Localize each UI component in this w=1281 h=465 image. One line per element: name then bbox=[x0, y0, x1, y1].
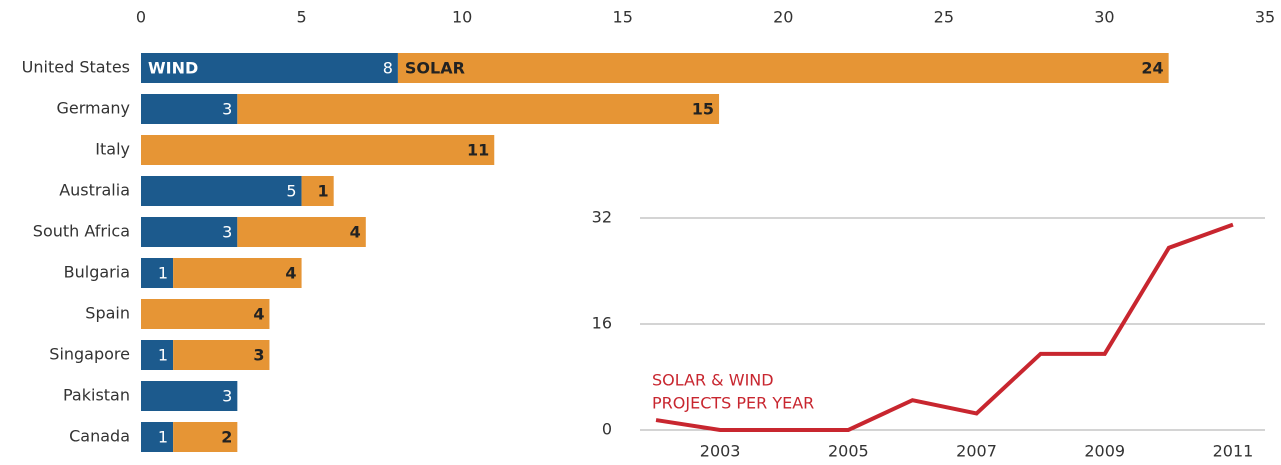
value-label: 1 bbox=[158, 264, 168, 283]
series-label: WIND bbox=[148, 59, 198, 78]
series-label: SOLAR bbox=[405, 59, 465, 78]
value-label: 15 bbox=[692, 100, 714, 119]
category-label: Pakistan bbox=[63, 386, 130, 405]
value-label: 4 bbox=[253, 305, 264, 324]
category-label: South Africa bbox=[33, 222, 130, 241]
bar-segment bbox=[141, 340, 174, 370]
value-label: 8 bbox=[383, 59, 393, 78]
value-label: 4 bbox=[350, 223, 361, 242]
x-tick-label: 10 bbox=[452, 8, 472, 27]
x-tick-label: 5 bbox=[296, 8, 306, 27]
bar-segment bbox=[237, 217, 366, 247]
bar-segment bbox=[397, 53, 1169, 83]
x-tick-label: 2005 bbox=[828, 442, 869, 461]
category-label: Singapore bbox=[49, 345, 130, 364]
bar-segment bbox=[141, 217, 238, 247]
category-label: Germany bbox=[56, 99, 130, 118]
x-tick-label: 35 bbox=[1255, 8, 1275, 27]
bar-segment bbox=[141, 135, 495, 165]
value-label: 3 bbox=[222, 223, 232, 242]
bar-segment bbox=[173, 258, 302, 288]
y-tick-label: 32 bbox=[592, 208, 612, 227]
category-label: Bulgaria bbox=[64, 263, 130, 282]
annotation: SOLAR & WIND bbox=[652, 371, 774, 390]
value-label: 1 bbox=[158, 428, 168, 447]
category-label: Canada bbox=[69, 427, 130, 446]
x-tick-label: 2011 bbox=[1213, 442, 1254, 461]
bar-segment bbox=[141, 422, 174, 452]
bar-segment bbox=[141, 94, 238, 124]
category-label: Italy bbox=[95, 140, 130, 159]
x-tick-label: 20 bbox=[773, 8, 793, 27]
value-label: 4 bbox=[285, 264, 296, 283]
bar-segment bbox=[301, 176, 334, 206]
bar-segment bbox=[173, 340, 270, 370]
value-label: 24 bbox=[1141, 59, 1163, 78]
x-tick-label: 2007 bbox=[956, 442, 997, 461]
category-label: Australia bbox=[59, 181, 130, 200]
bar-segment bbox=[141, 258, 174, 288]
category-label: United States bbox=[22, 58, 130, 77]
bar-segment bbox=[141, 53, 398, 83]
value-label: 3 bbox=[222, 100, 232, 119]
bar-segment bbox=[141, 381, 238, 411]
value-label: 3 bbox=[253, 346, 264, 365]
y-tick-label: 16 bbox=[592, 314, 612, 333]
x-tick-label: 2009 bbox=[1084, 442, 1125, 461]
value-label: 2 bbox=[221, 428, 232, 447]
bar-segment bbox=[173, 422, 238, 452]
x-tick-label: 15 bbox=[613, 8, 633, 27]
bar-segment bbox=[141, 176, 302, 206]
bar-segment bbox=[237, 94, 720, 124]
annotation: PROJECTS PER YEAR bbox=[652, 394, 814, 413]
value-label: 1 bbox=[158, 346, 168, 365]
x-tick-label: 30 bbox=[1094, 8, 1114, 27]
value-label: 1 bbox=[318, 182, 329, 201]
value-label: 3 bbox=[222, 387, 232, 406]
x-tick-label: 2003 bbox=[700, 442, 741, 461]
x-tick-label: 0 bbox=[136, 8, 146, 27]
category-label: Spain bbox=[85, 304, 130, 323]
bar-segment bbox=[141, 299, 270, 329]
value-label: 5 bbox=[286, 182, 296, 201]
line bbox=[655, 222, 1234, 432]
x-tick-label: 25 bbox=[934, 8, 954, 27]
value-label: 11 bbox=[467, 141, 489, 160]
y-tick-label: 0 bbox=[602, 420, 612, 439]
